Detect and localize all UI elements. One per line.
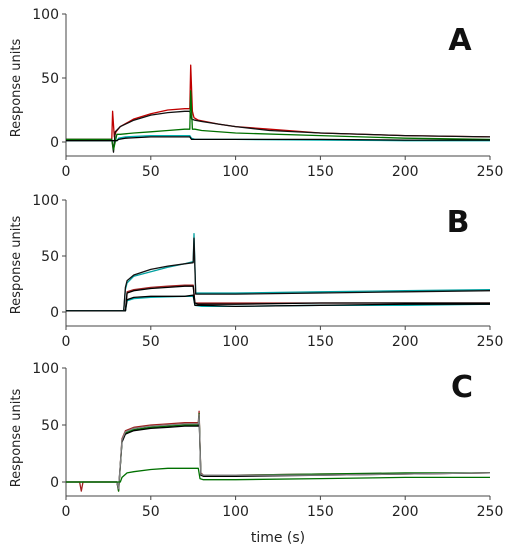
x-axis-label: time (s)	[251, 530, 305, 546]
x-tick-label: 100	[222, 504, 249, 520]
x-tick-label: 250	[477, 164, 504, 180]
x-tick-label: 150	[307, 504, 334, 520]
x-tick-label: 50	[142, 164, 160, 180]
panel-label: C	[451, 370, 473, 405]
y-axis-label: Response units	[9, 216, 24, 315]
panel-label: B	[447, 205, 470, 240]
x-tick-label: 100	[222, 164, 249, 180]
x-tick-label: 100	[222, 334, 249, 350]
y-tick-label: 100	[32, 193, 59, 209]
x-tick-label: 150	[307, 164, 334, 180]
y-tick-label: 100	[32, 7, 59, 23]
y-tick-label: 50	[41, 418, 59, 434]
series-line-3	[66, 90, 491, 151]
series-line-5	[66, 136, 490, 142]
y-tick-label: 50	[41, 71, 59, 87]
series-line-4	[66, 285, 490, 312]
y-tick-label: 0	[50, 305, 59, 321]
y-axis-label: Response units	[9, 389, 24, 488]
x-tick-label: 0	[62, 334, 71, 350]
series-line-6	[66, 294, 490, 312]
chart-panel-b: 0 50 100 0 50 100 150 200 250 Response units B	[9, 193, 503, 350]
series-line-2	[66, 110, 491, 153]
x-tick-label: 250	[477, 504, 504, 520]
x-tick-label: 250	[477, 334, 504, 350]
x-tick-label: 200	[392, 164, 419, 180]
series-line-1	[66, 64, 491, 141]
x-tick-label: 150	[307, 334, 334, 350]
x-tick-label: 0	[62, 164, 71, 180]
chart-panel-c: 0 50 100 0 50 100 150 200 250 Response units time …	[9, 361, 503, 546]
series-line-5	[66, 467, 490, 483]
y-tick-label: 100	[32, 361, 59, 377]
y-axis-label: Response units	[9, 39, 24, 138]
x-tick-label: 0	[62, 504, 71, 520]
y-tick-label: 0	[50, 135, 59, 151]
x-tick-label: 50	[142, 504, 160, 520]
y-tick-label: 50	[41, 249, 59, 265]
panel-label: A	[448, 23, 472, 58]
x-tick-label: 200	[392, 504, 419, 520]
series-line-4	[66, 414, 491, 490]
x-tick-label: 50	[142, 334, 160, 350]
series-line-2	[66, 237, 491, 312]
y-tick-label: 0	[50, 475, 59, 491]
chart-panel-a: 0 50 100 0 50 100 150 200 250 Response units A	[9, 7, 503, 180]
series-line-3	[66, 284, 490, 312]
x-tick-label: 200	[392, 334, 419, 350]
series-line-4	[66, 134, 490, 142]
